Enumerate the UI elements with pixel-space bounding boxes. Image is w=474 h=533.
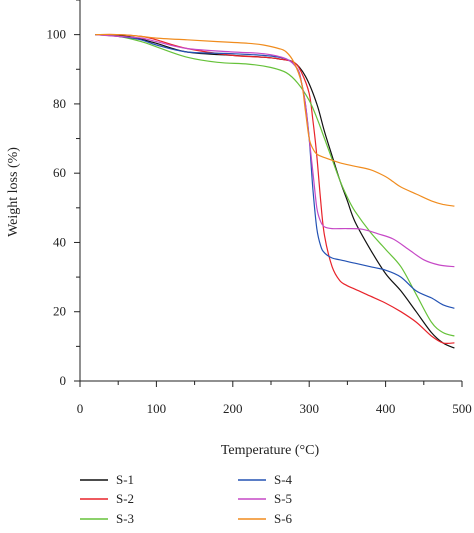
- legend: S-1 S-2 S-3 S-4 S-5 S-6: [80, 472, 293, 526]
- series-line-s-3: [95, 34, 455, 337]
- legend-label: S-5: [274, 491, 292, 506]
- y-tick-label: 80: [53, 96, 66, 111]
- x-tick-label: 300: [299, 401, 319, 416]
- y-tick-label: 0: [60, 373, 67, 388]
- series-line-s-6: [95, 33, 455, 207]
- legend-label: S-1: [116, 472, 134, 487]
- legend-label: S-4: [274, 472, 293, 487]
- series-layer: [95, 33, 455, 349]
- legend-label: S-2: [116, 491, 134, 506]
- series-line-s-5: [95, 34, 455, 268]
- y-axis-title: Weight loss (%): [6, 147, 21, 237]
- legend-label: S-3: [116, 511, 134, 526]
- y-tick-label: 20: [53, 304, 66, 319]
- x-tick-label: 400: [376, 401, 396, 416]
- series-line-s-1: [95, 34, 455, 349]
- x-tick-label: 0: [77, 401, 84, 416]
- y-tick-label: 100: [47, 27, 67, 42]
- y-tick-label: 40: [53, 234, 66, 249]
- x-tick-label: 200: [223, 401, 243, 416]
- legend-label: S-6: [274, 511, 293, 526]
- axes: 0 20 40 60 80 100 0 100 200 300 400 500: [47, 0, 472, 416]
- x-tick-label: 500: [452, 401, 472, 416]
- y-tick-label: 60: [53, 165, 66, 180]
- series-line-s-4: [95, 34, 455, 309]
- x-tick-label: 100: [147, 401, 167, 416]
- x-axis-title: Temperature (°C): [221, 443, 320, 458]
- series-line-s-2: [95, 33, 455, 345]
